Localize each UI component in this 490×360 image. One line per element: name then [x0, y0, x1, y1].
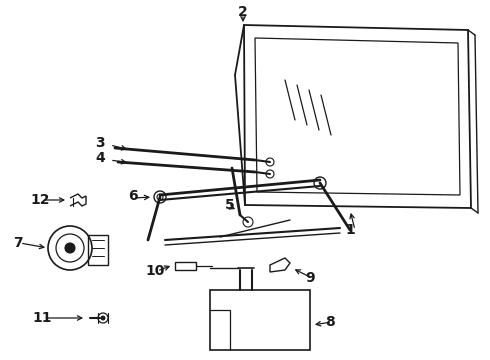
Text: 3: 3: [95, 136, 105, 150]
Text: 10: 10: [146, 264, 165, 278]
Text: 4: 4: [95, 151, 105, 165]
Text: 2: 2: [238, 5, 248, 19]
Text: 1: 1: [345, 223, 355, 237]
Text: 11: 11: [32, 311, 52, 325]
Text: 12: 12: [30, 193, 50, 207]
Text: 8: 8: [325, 315, 335, 329]
Text: 5: 5: [225, 198, 235, 212]
Circle shape: [65, 243, 75, 253]
Circle shape: [101, 316, 105, 320]
Text: 7: 7: [13, 236, 23, 250]
Text: 6: 6: [128, 189, 138, 203]
Text: 9: 9: [305, 271, 315, 285]
